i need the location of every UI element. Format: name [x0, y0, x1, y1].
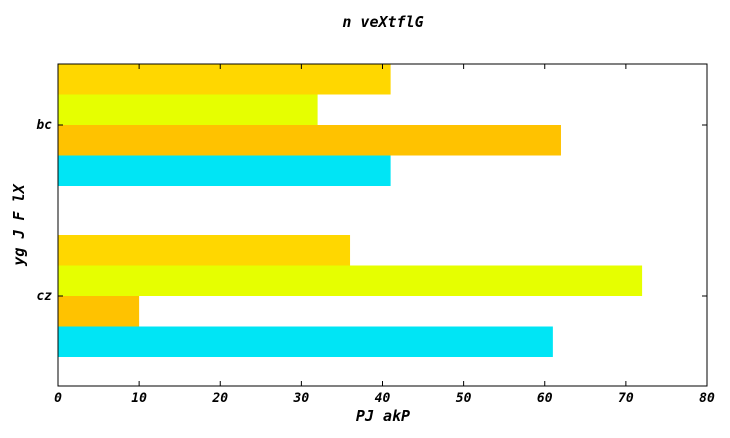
bar-bc-series-2 — [58, 125, 561, 156]
x-axis-label: PJ akP — [356, 407, 410, 425]
x-axis-ticks: 0 10 20 30 40 50 60 70 80 — [54, 64, 715, 406]
y-tick-label-cz: cz — [36, 289, 52, 304]
x-tick-label: 20 — [211, 391, 228, 406]
x-tick-label: 80 — [699, 391, 715, 406]
bar-cz-series-4 — [58, 235, 351, 266]
bar-bc-series-3 — [58, 94, 318, 125]
chart-title: n veXtflG — [342, 13, 423, 31]
x-tick-label: 30 — [293, 391, 310, 406]
bar-cz-series-2 — [58, 296, 140, 327]
bar-cz-series-3 — [58, 265, 643, 296]
y-tick-label-bc: bc — [36, 118, 52, 133]
x-tick-label: 0 — [54, 391, 62, 406]
x-tick-label: 60 — [537, 391, 553, 406]
x-tick-label: 40 — [375, 391, 391, 406]
x-tick-label: 70 — [618, 391, 634, 406]
y-axis-label: yg J F lX — [10, 183, 28, 266]
bar-cz-series-1 — [58, 326, 553, 357]
bar-bc-series-1 — [58, 155, 391, 186]
x-tick-label: 10 — [131, 391, 147, 406]
x-tick-label: 50 — [456, 391, 472, 406]
bars-group — [58, 64, 643, 357]
bar-bc-series-4 — [58, 64, 391, 95]
y-axis-ticks: cz bc — [36, 118, 707, 304]
